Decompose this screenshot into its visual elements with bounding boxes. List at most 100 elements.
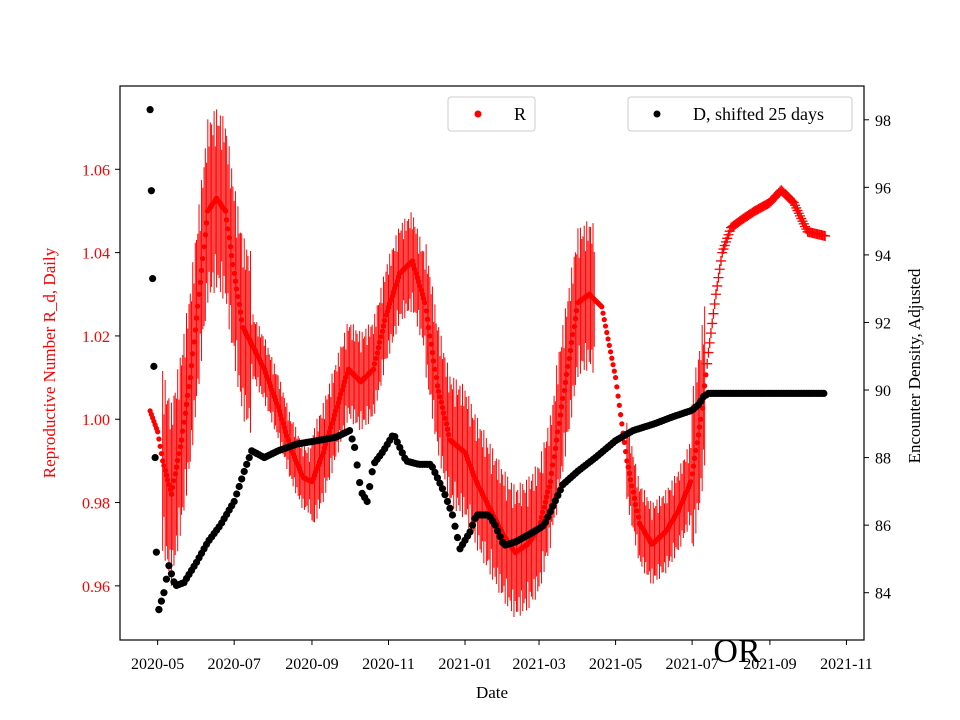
r-point bbox=[615, 393, 621, 399]
r-point bbox=[600, 310, 606, 316]
y-left-tick-label: 0.96 bbox=[82, 579, 110, 596]
d-point bbox=[345, 426, 354, 435]
r-point bbox=[370, 366, 377, 372]
r-point bbox=[540, 509, 546, 515]
r-point bbox=[547, 479, 553, 485]
r-point bbox=[604, 329, 610, 336]
r-point bbox=[557, 412, 563, 418]
r-point bbox=[441, 410, 447, 416]
y-right-tick-label: 90 bbox=[875, 383, 891, 400]
y-right-tick-label: 94 bbox=[875, 248, 891, 265]
d-point bbox=[556, 486, 564, 494]
r-point bbox=[628, 477, 634, 483]
r-point bbox=[424, 316, 430, 322]
r-point bbox=[191, 339, 197, 345]
r-point bbox=[698, 416, 704, 422]
d-point bbox=[398, 449, 406, 457]
r-point bbox=[182, 410, 188, 416]
r-point bbox=[229, 252, 235, 259]
y-left-tick-label: 0.98 bbox=[82, 496, 110, 513]
d-point bbox=[468, 521, 477, 529]
r-point bbox=[185, 392, 191, 399]
d-point bbox=[453, 533, 462, 542]
d-point bbox=[243, 460, 251, 468]
r-point bbox=[439, 404, 446, 411]
d-point bbox=[366, 483, 374, 491]
r-point bbox=[570, 331, 576, 338]
r-point bbox=[715, 255, 726, 266]
r-point bbox=[375, 344, 382, 351]
d-point bbox=[155, 605, 163, 614]
r-point bbox=[610, 362, 616, 368]
d-point bbox=[438, 485, 447, 493]
legend-r: R bbox=[447, 96, 536, 132]
y-right-tick-label: 98 bbox=[875, 113, 891, 130]
y-left-axis-label: Reproductive Number R_d, Daily bbox=[40, 247, 59, 478]
d-point bbox=[146, 106, 154, 114]
r-point bbox=[695, 432, 701, 438]
r-point bbox=[222, 208, 228, 214]
r-point bbox=[429, 349, 436, 356]
r-point bbox=[690, 463, 696, 469]
r-point bbox=[198, 267, 205, 274]
r-point bbox=[702, 358, 713, 369]
r-point bbox=[605, 336, 611, 342]
r-point bbox=[444, 426, 451, 432]
r-point bbox=[697, 424, 703, 430]
r-point bbox=[702, 383, 708, 389]
r-point bbox=[621, 439, 627, 445]
r-point bbox=[599, 304, 605, 310]
r-point bbox=[372, 361, 378, 367]
r-point bbox=[693, 447, 699, 454]
x-tick-label: 2020-09 bbox=[285, 656, 338, 673]
r-point bbox=[168, 491, 175, 497]
r-point bbox=[186, 383, 192, 390]
y-left-tick-label: 1.02 bbox=[82, 329, 110, 346]
x-tick-label: 2020-05 bbox=[131, 656, 184, 673]
y-right-tick-label: 96 bbox=[875, 180, 891, 197]
r-point bbox=[634, 508, 640, 514]
r-point bbox=[175, 457, 181, 463]
r-point bbox=[160, 458, 166, 464]
d-point bbox=[353, 461, 361, 469]
r-point bbox=[227, 244, 234, 250]
d-point bbox=[233, 490, 241, 498]
r-point bbox=[704, 337, 715, 348]
r-point bbox=[688, 479, 694, 485]
r-point bbox=[791, 202, 802, 213]
d-point bbox=[351, 443, 359, 452]
r-point bbox=[607, 349, 614, 355]
r-point bbox=[155, 429, 161, 435]
r-point bbox=[172, 471, 178, 477]
r-point bbox=[601, 317, 607, 323]
r-point bbox=[423, 308, 429, 314]
r-point bbox=[798, 218, 809, 229]
r-point bbox=[609, 355, 615, 361]
x-tick-label: 2020-07 bbox=[208, 656, 261, 673]
r-point bbox=[689, 471, 695, 477]
r-point bbox=[820, 230, 831, 241]
d-point bbox=[165, 562, 173, 570]
r-point bbox=[200, 255, 206, 262]
r-point bbox=[712, 280, 723, 291]
r-point bbox=[239, 317, 245, 323]
r-point bbox=[713, 272, 724, 283]
d-point bbox=[494, 527, 502, 535]
r-point bbox=[171, 478, 177, 484]
r-point bbox=[786, 195, 797, 206]
r-point bbox=[158, 450, 165, 457]
y-left-tick-label: 1.06 bbox=[82, 162, 110, 179]
r-point bbox=[792, 205, 803, 216]
r-point bbox=[422, 300, 428, 306]
x-tick-label: 2021-01 bbox=[438, 656, 491, 673]
r-point bbox=[546, 484, 552, 490]
r-point bbox=[551, 454, 557, 460]
x-tick-label: 2020-11 bbox=[362, 656, 415, 673]
r-point bbox=[201, 244, 207, 250]
r-point bbox=[619, 421, 625, 427]
d-point bbox=[541, 518, 549, 527]
x-tick-label: 2021-09 bbox=[743, 656, 796, 673]
d-point bbox=[368, 468, 376, 476]
r-point bbox=[708, 308, 719, 319]
